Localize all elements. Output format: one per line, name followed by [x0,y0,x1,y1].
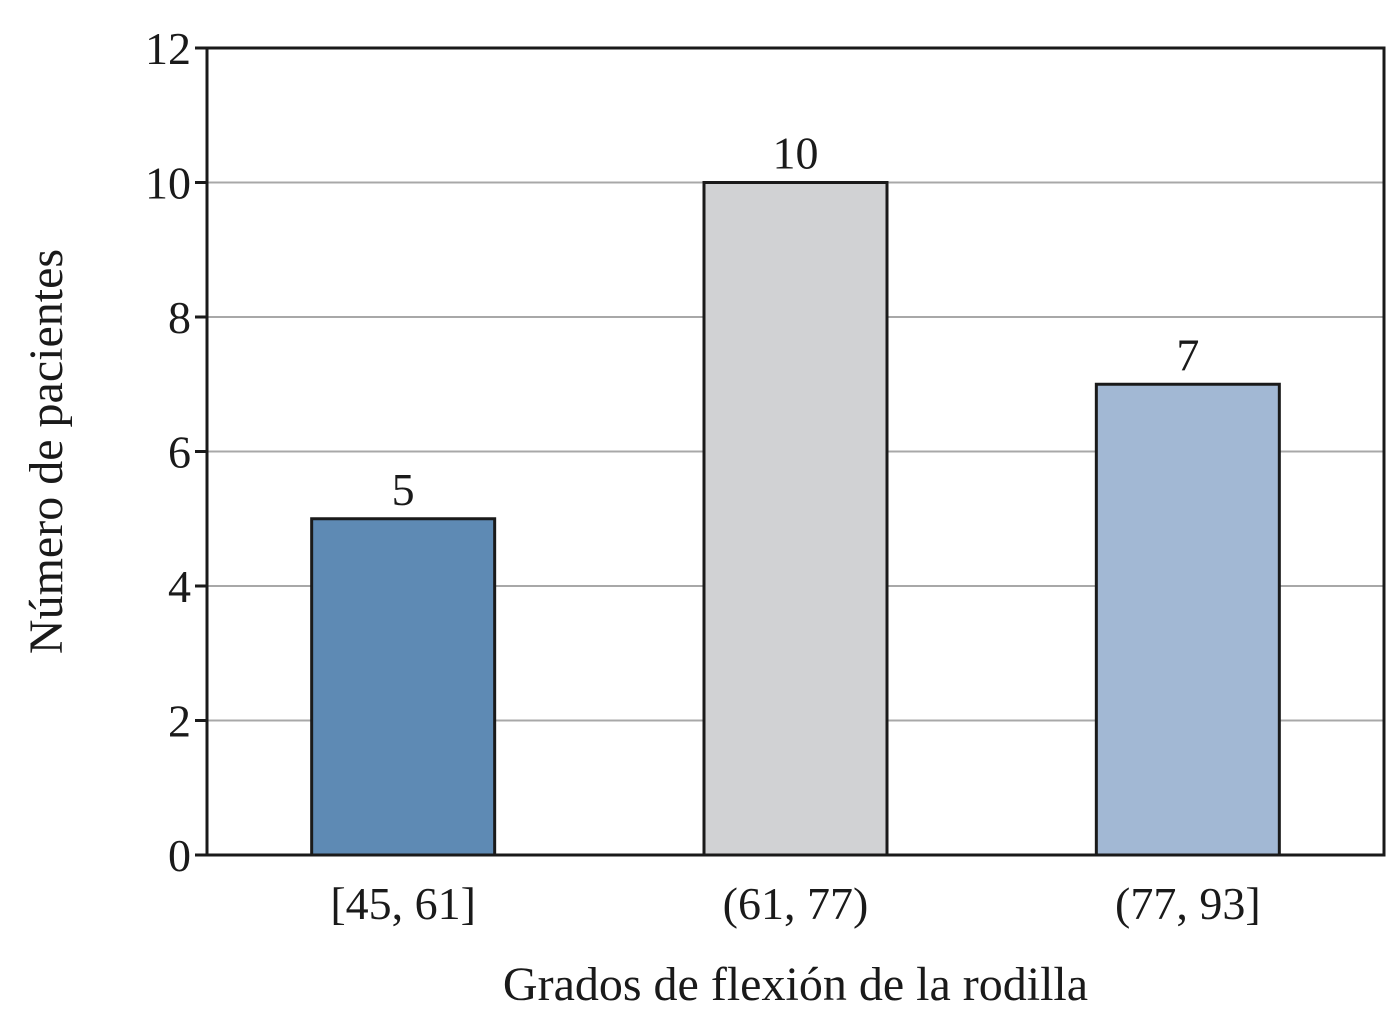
x-axis-title: Grados de flexión de la rodilla [503,958,1088,1011]
y-tick-label: 0 [168,830,191,881]
bar [310,517,497,857]
y-axis-ticks: 0 2 4 6 8 10 12 [145,23,207,881]
y-tick-label: 8 [168,292,191,343]
bar [702,181,889,857]
x-tick-label: (77, 93] [1115,878,1261,929]
x-tick-label: (61, 77) [723,878,869,929]
bar-value-label: 5 [392,464,415,515]
x-axis-ticks: [45, 61] (61, 77) (77, 93] [330,878,1260,929]
bars [310,181,1281,857]
y-axis-title: Número de pacientes [20,249,73,654]
y-tick-label: 10 [145,158,191,209]
bar-value-label: 10 [773,128,819,179]
bar-value-label: 7 [1176,329,1199,380]
data-labels: 5 10 7 [392,128,1200,515]
y-tick-label: 6 [168,427,191,478]
y-tick-label: 12 [145,23,191,74]
y-tick-label: 2 [168,696,191,747]
x-tick-label: [45, 61] [330,878,476,929]
bar [1094,382,1281,857]
y-tick-label: 4 [168,561,191,612]
